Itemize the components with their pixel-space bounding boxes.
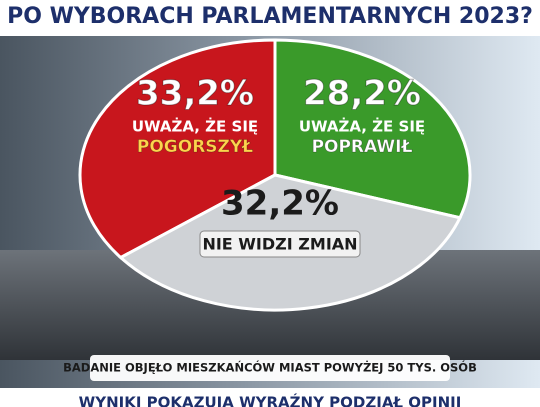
slice-label: NIE WIDZI ZMIAN [202, 235, 357, 254]
pie-slice [273, 38, 472, 220]
annotation: UWAŻA, ŻE SIĘ [132, 117, 258, 136]
annotation: UWAŻA, ŻE SIĘ [299, 117, 425, 136]
slice-label: POPRAWIŁ [312, 137, 413, 157]
slice-label-band [199, 230, 361, 258]
chart-title: PO WYBORACH PARLAMENTARNYCH 2023? [7, 4, 533, 29]
value-label: 32,2% [221, 184, 339, 224]
value-label: 33,2% [136, 74, 254, 114]
pie-slice [78, 38, 277, 260]
value-label: 28,2% [303, 74, 421, 114]
bottom-text: WYNIKI POKAZUJĄ WYRAŹNY PODZIAŁ OPINII [79, 393, 462, 407]
footnote-band [90, 355, 450, 381]
footnote: BADANIE OBJĘŁO MIESZKAŃCÓW MIAST POWYŻEJ… [63, 360, 477, 375]
bottom-band [0, 388, 540, 407]
slice-label: POGORSZYŁ [137, 137, 253, 157]
title-band [0, 0, 540, 36]
